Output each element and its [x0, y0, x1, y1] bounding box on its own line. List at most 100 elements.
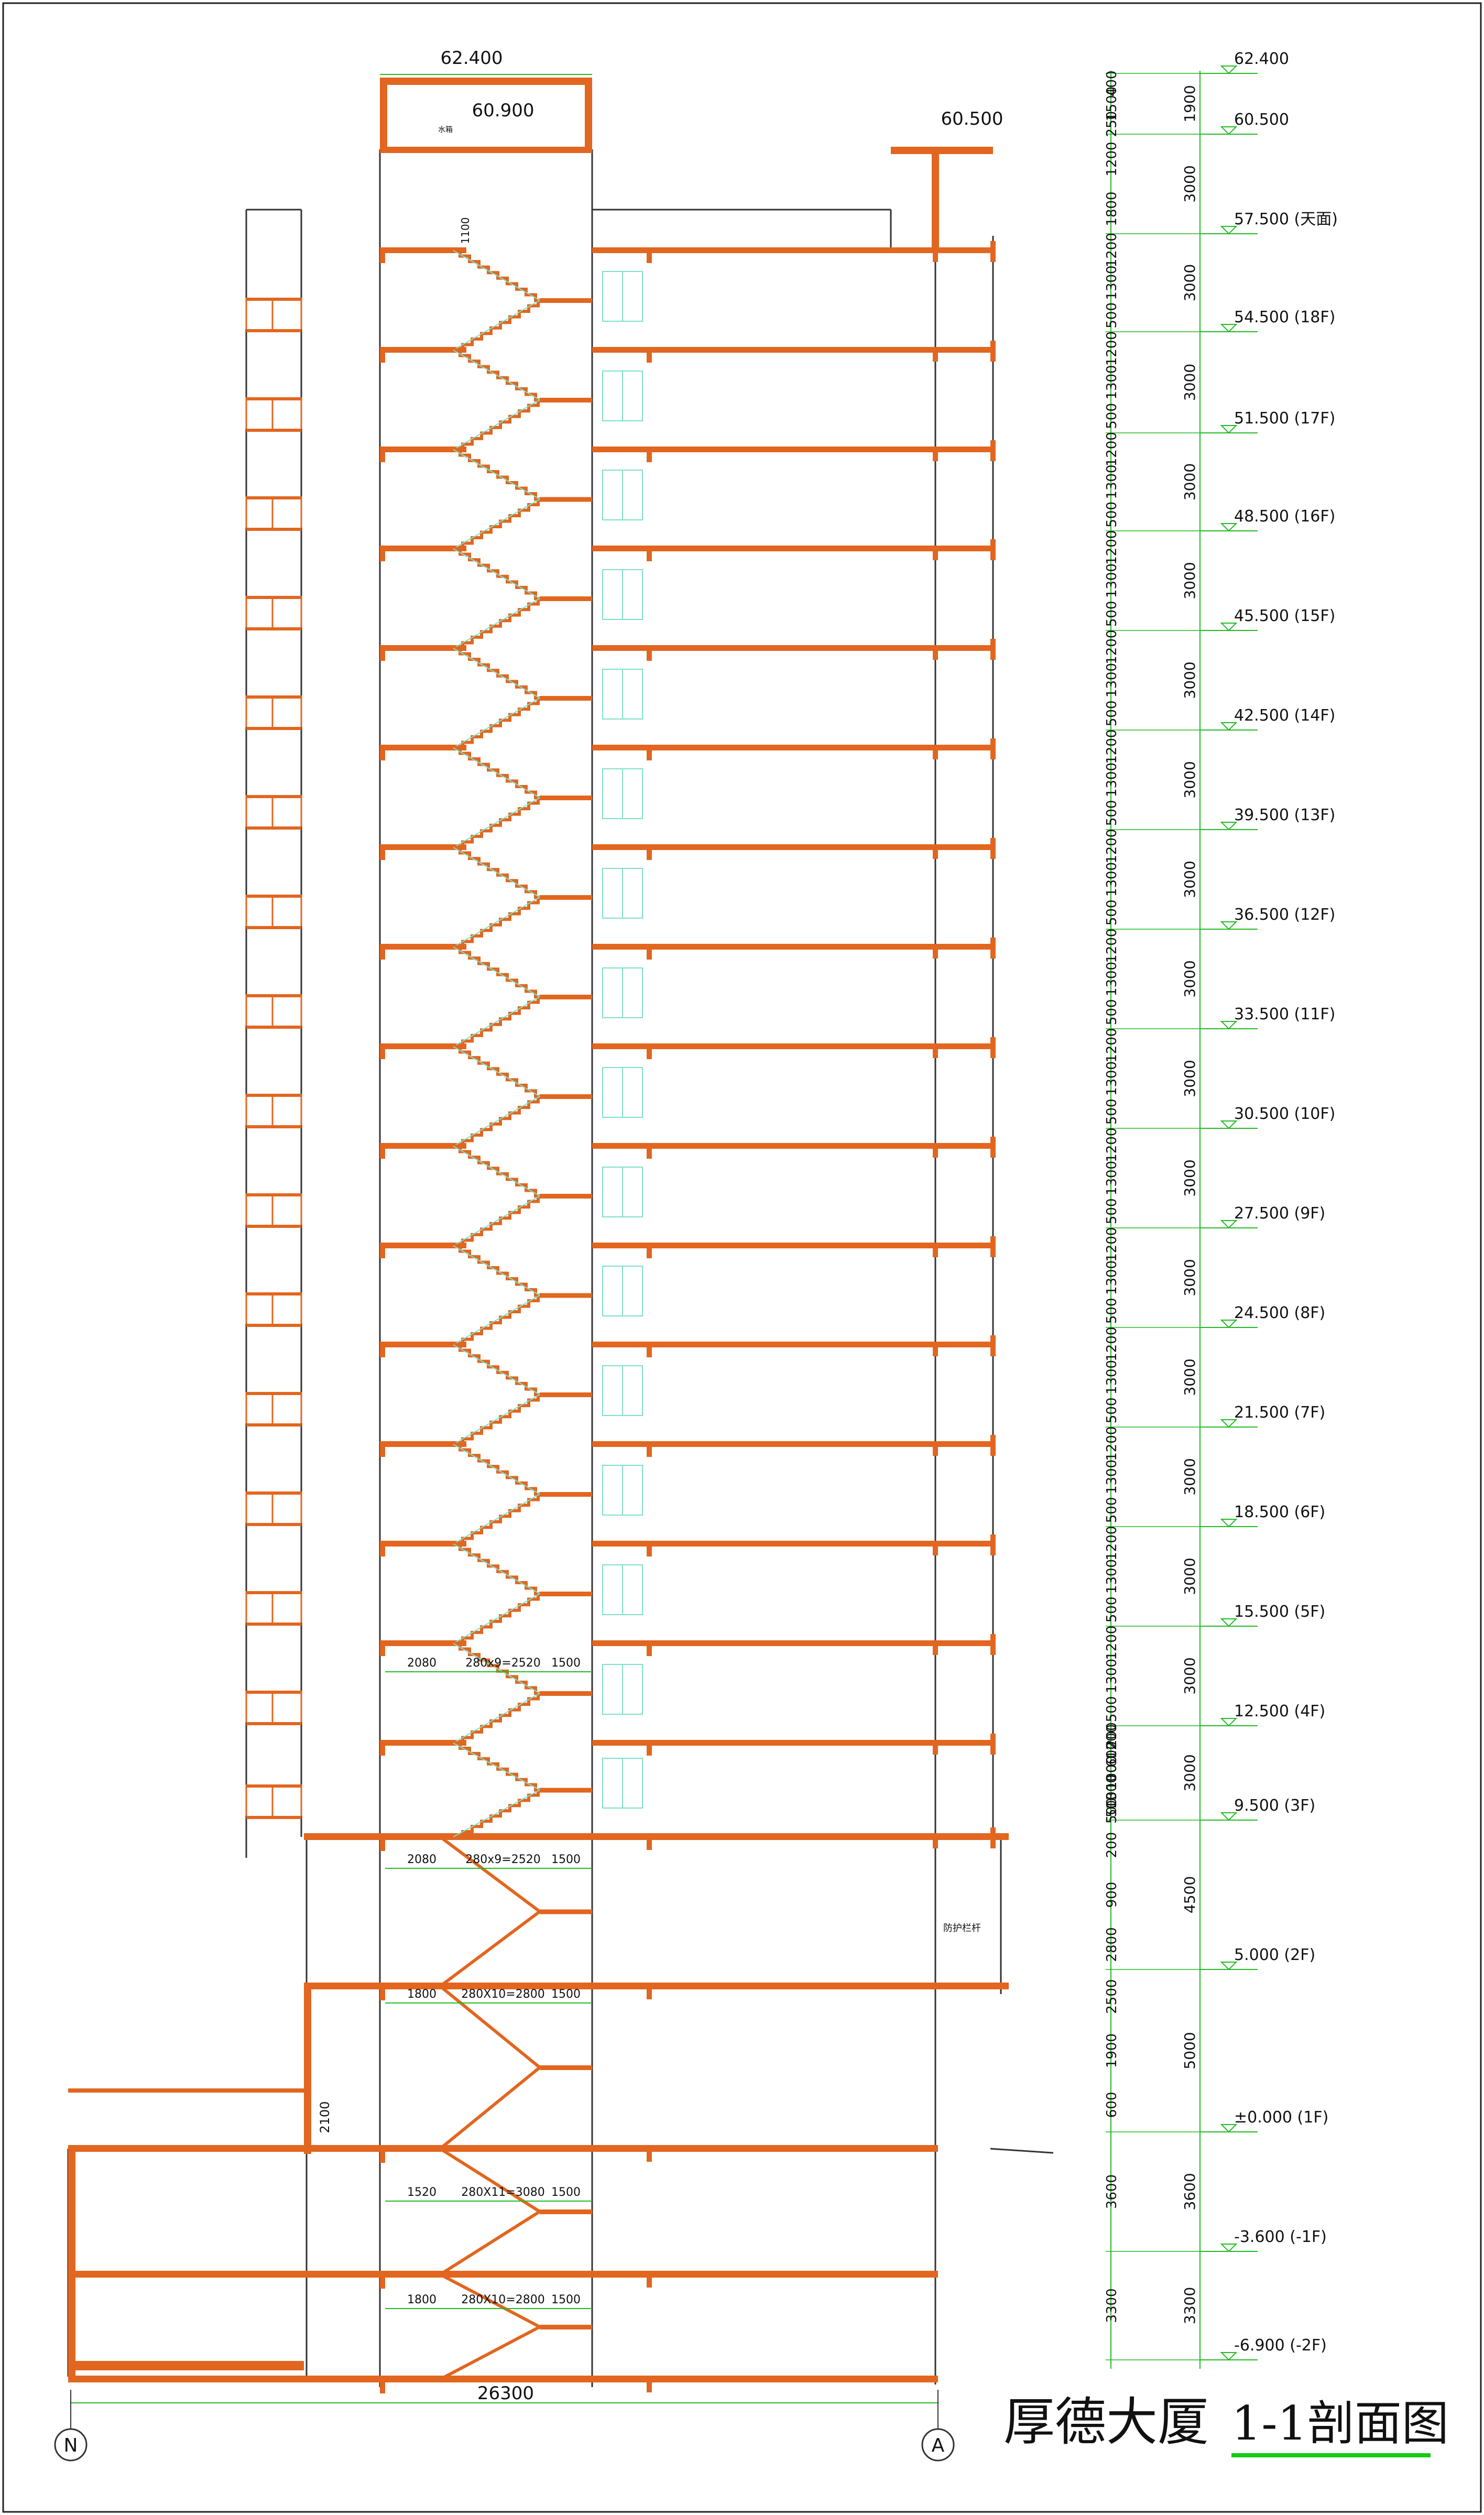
- storey-height-dim: 3000: [1181, 1558, 1198, 1595]
- stair-rail: [453, 1743, 540, 1791]
- balcony-rail: [246, 1392, 301, 1395]
- stair-dim-right: 1500: [551, 1988, 581, 2001]
- window-dim-typical: 500: [1104, 1791, 1120, 1817]
- slab-east: [592, 546, 993, 551]
- edge-beam-east: [990, 539, 996, 560]
- stair-rail: [453, 1344, 540, 1395]
- stair-rail: [453, 548, 540, 599]
- level-triangle: [1220, 1320, 1238, 1329]
- window-dim-typical: 1200: [1104, 233, 1120, 267]
- stair-rail: [453, 1146, 540, 1196]
- window-dim-3f: 200: [1104, 1722, 1120, 1748]
- beam-east-b: [933, 645, 938, 660]
- beam-east-a: [647, 447, 652, 462]
- storey-height-dim: 3000: [1181, 1159, 1198, 1196]
- storey-height-dim: 3000: [1181, 661, 1198, 699]
- window-dim-roof-top: 250: [1104, 111, 1120, 137]
- balcony-rail: [246, 1491, 301, 1495]
- grade-line: [990, 2148, 1054, 2154]
- slab-core-west: [380, 1342, 466, 1347]
- stair-rail: [453, 1643, 540, 1694]
- stair-rail: [453, 946, 540, 997]
- edge-beam-east: [990, 1734, 996, 1755]
- level-label: 60.500: [1234, 111, 1289, 129]
- window-dim-typical: 1300: [1104, 1061, 1120, 1096]
- core-beam-west: [380, 447, 385, 462]
- stair-flight-upper: [453, 1095, 548, 1148]
- stair-flight-lower: [451, 1642, 545, 1695]
- stair-flight-lower: [451, 1244, 545, 1297]
- stair-flight-upper: [453, 497, 548, 550]
- window-dim-2f: 2800: [1104, 1927, 1120, 1962]
- level-triangle: [1220, 1962, 1238, 1970]
- window-dim-typical: 500: [1104, 403, 1120, 429]
- stair-dim-left: 2080: [407, 1853, 437, 1866]
- storey-height-dim: 3000: [1181, 562, 1198, 599]
- storey-height-dim: 3000: [1181, 1358, 1198, 1396]
- slab-2f-core-beam: [380, 1983, 385, 2000]
- window-dim-typical: 500: [1104, 800, 1120, 826]
- stair-flight-lower: [451, 547, 545, 600]
- slab-core-west: [380, 447, 466, 452]
- lower-stair-flight: [439, 1910, 541, 1988]
- slab-3f-podium-east-beam: [647, 1833, 652, 1850]
- balcony-rail: [246, 1591, 301, 1594]
- storey-height-dim: 3000: [1181, 165, 1198, 202]
- window-dim-roof-top: 400: [1104, 71, 1120, 97]
- beam-east-b: [933, 745, 938, 759]
- storey-height-dim: 5000: [1181, 2032, 1198, 2069]
- stair-dim-right: 1500: [551, 1853, 581, 1866]
- window-dim-typical: 1200: [1104, 1626, 1120, 1660]
- balcony-rail: [246, 596, 301, 599]
- level-label: 45.500 (15F): [1234, 607, 1335, 625]
- drawing-subtitle: 1-1剖面图: [1231, 2396, 1449, 2451]
- edge-beam-east: [990, 639, 996, 660]
- window-dim-typical: 1300: [1104, 265, 1120, 300]
- storey-height-dim: 3000: [1181, 1060, 1198, 1097]
- roof-room-east-wall: [585, 78, 592, 151]
- window-dim-typical: 500: [1104, 1398, 1120, 1424]
- stair-landing: [540, 1492, 592, 1497]
- storey-height-dim: 3000: [1181, 264, 1198, 301]
- stair-flight-upper: [453, 796, 548, 849]
- level-triangle: [1220, 523, 1238, 532]
- edge-beam-east: [990, 938, 996, 959]
- balcony-rail-low: [246, 528, 301, 531]
- slab-east: [592, 844, 993, 850]
- storey-height-dim: 3000: [1181, 364, 1198, 401]
- building-outline: [67, 149, 1054, 2387]
- stair-landing: [540, 398, 592, 402]
- slab-b1-core-beam: [380, 2271, 385, 2289]
- window-dim-typical: 1200: [1104, 331, 1120, 366]
- window-dim-3f: 1300: [1104, 1774, 1120, 1809]
- beam-east-b: [933, 546, 938, 560]
- stair-flight-lower: [451, 1443, 545, 1496]
- stair-rail: [453, 648, 540, 699]
- stair-rail: [453, 300, 540, 351]
- balcony-rail-low: [246, 1125, 301, 1128]
- storey-height-dim: 3000: [1181, 861, 1198, 898]
- stair-rail: [453, 1394, 540, 1445]
- east-parapet-cap: [891, 147, 993, 154]
- slab-core-west: [380, 546, 466, 551]
- stair-rail: [453, 1494, 540, 1544]
- window-dim-typical: 500: [1104, 900, 1120, 926]
- edge-beam-east: [990, 1335, 996, 1356]
- window-dim-typical: 1300: [1104, 1460, 1120, 1494]
- level-triangle: [1220, 2244, 1238, 2252]
- balcony-rail: [246, 397, 301, 400]
- roof-machine-level: 60.900: [472, 100, 534, 121]
- storey-height-dim: 3300: [1181, 2287, 1198, 2324]
- slab-core-west: [380, 844, 466, 850]
- window-dim-typical: 1200: [1104, 1526, 1120, 1561]
- stair-dim-mid: 280x9=2520: [465, 1657, 540, 1670]
- beam-east-b: [933, 1043, 938, 1058]
- level-label: 12.500 (4F): [1234, 1702, 1325, 1721]
- slab-b2: [68, 2376, 938, 2382]
- stair-rail: [453, 1444, 540, 1495]
- core-beam-west: [380, 944, 385, 960]
- roof-top-slab: [380, 78, 592, 85]
- balcony-rail: [246, 795, 301, 798]
- level-triangle: [1220, 324, 1238, 333]
